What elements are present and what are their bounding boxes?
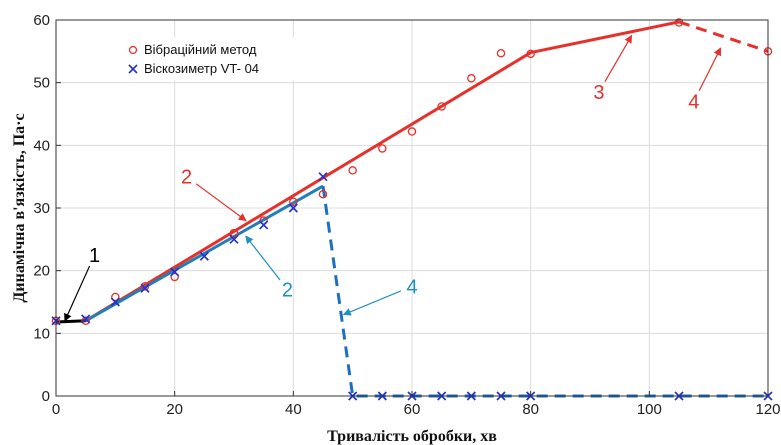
- y-tick-label-1: 10: [33, 325, 50, 342]
- legend-label-vibration: Вібраційний метод: [144, 42, 257, 57]
- annotation-arrow-4: [342, 290, 402, 316]
- x-tick-label-3: 60: [404, 401, 421, 418]
- x-tick-label-6: 120: [755, 401, 780, 418]
- annotation-arrow-5: [698, 47, 722, 92]
- y-tick-label-5: 50: [33, 75, 50, 92]
- point-x-3: [140, 283, 150, 293]
- point-circle-16: [674, 18, 684, 27]
- point-x-9: [318, 172, 328, 182]
- point-circle-4: [170, 272, 179, 282]
- x-axis-title: Тривалість обробки, хв: [327, 428, 497, 445]
- y-tick-label-4: 40: [33, 137, 50, 154]
- y-axis-title: Динамічна в'язкість, Па·с: [11, 113, 28, 302]
- x-tick-label-5: 100: [637, 401, 662, 418]
- x-tick-label-4: 80: [522, 401, 539, 418]
- series-line-3-solid: [84, 20, 680, 323]
- legend-marker-x: [128, 64, 138, 74]
- legend: Вібраційний метод Віскозиметр VT- 04: [118, 37, 308, 81]
- point-x-6: [229, 234, 239, 244]
- y-tick-label-6: 60: [33, 12, 50, 29]
- legend-marker-circle: [128, 45, 138, 55]
- series-line-5-solid: [84, 184, 324, 323]
- y-tick-label-3: 30: [33, 200, 50, 217]
- annotation-label-0: 1: [89, 245, 100, 267]
- annotation-label-4: 4: [406, 276, 417, 298]
- x-tick-label-1: 20: [166, 401, 183, 418]
- annotation-arrow-0: [64, 265, 91, 322]
- annotation-arrow-1: [195, 183, 247, 222]
- point-circle-12: [437, 102, 446, 111]
- point-x-2: [110, 297, 120, 307]
- point-circle-10: [378, 144, 387, 153]
- annotation-arrow-3: [604, 34, 633, 82]
- point-x-1: [81, 314, 91, 324]
- x-tick-label-0: 0: [52, 401, 60, 418]
- ticks: 0 20 40 60 80 100 120 0 10 20 30 40 50 60: [33, 12, 780, 418]
- y-tick-label-2: 20: [33, 263, 50, 280]
- point-circle-5: [229, 228, 239, 238]
- annotation-label-2: 2: [282, 279, 293, 301]
- point-circle-15: [526, 49, 535, 59]
- point-x-4: [170, 267, 180, 277]
- point-circle-8: [318, 189, 328, 199]
- point-circle-9: [348, 166, 357, 175]
- point-circle-3: [140, 282, 150, 291]
- legend-label-viscometer: Віскозиметр VT- 04: [144, 61, 259, 76]
- point-x-7: [259, 220, 269, 230]
- annotation-label-1: 2: [181, 167, 192, 189]
- point-circle-2: [111, 292, 120, 302]
- annotation-arrow-2: [245, 235, 281, 281]
- annotation-label-5: 4: [688, 91, 699, 113]
- x-tick-label-2: 40: [285, 401, 302, 418]
- point-x-8: [288, 203, 298, 213]
- point-circle-14: [496, 48, 506, 58]
- series-line-2-solid: [55, 319, 86, 324]
- point-circle-7: [289, 197, 298, 206]
- legend-box: [118, 37, 308, 81]
- series-line-4-dashed: [678, 20, 769, 53]
- point-circle-13: [467, 74, 476, 83]
- annotations: 1 2 2 3 4 4: [64, 34, 722, 322]
- point-circle-11: [407, 127, 417, 136]
- point-x-5: [199, 251, 209, 261]
- y-tick-label-0: 0: [42, 388, 50, 405]
- annotation-label-3: 3: [593, 82, 604, 104]
- point-circle-1: [81, 316, 90, 326]
